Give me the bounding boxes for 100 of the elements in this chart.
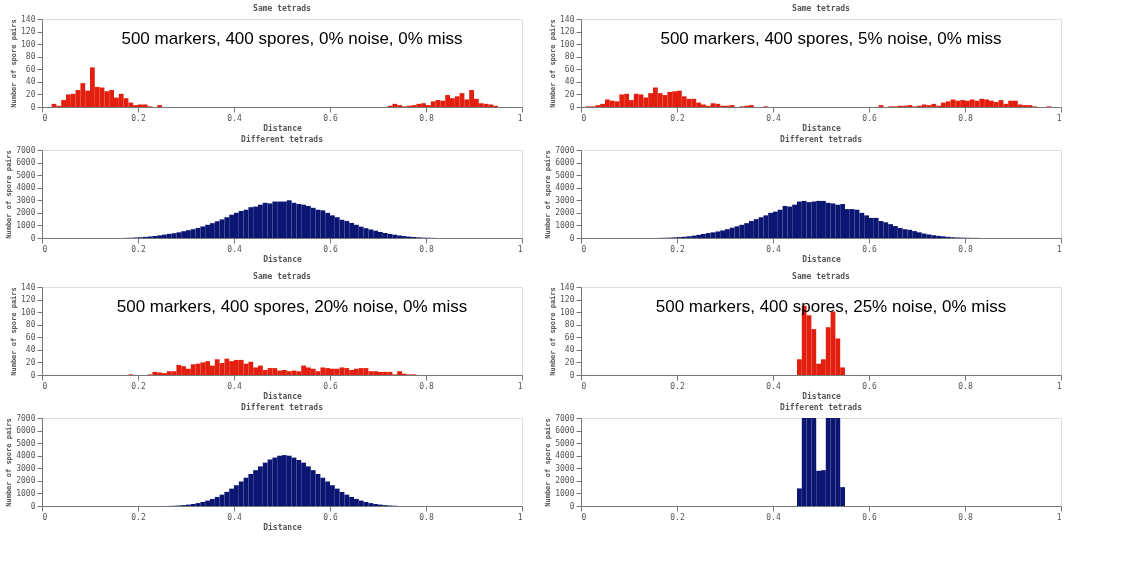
- x-axis-title: Distance: [263, 122, 302, 133]
- y-tick-label: 2000: [16, 208, 36, 218]
- x-tick-label: 0.8: [419, 113, 434, 123]
- annotation: 500 markers, 400 spores, 25% noise, 0% miss: [655, 297, 1007, 316]
- chart-title: Different tetrads: [780, 134, 863, 144]
- y-tick-label: 3000: [555, 463, 575, 473]
- x-tick-label: 0.2: [670, 512, 685, 522]
- x-axis-title: Distance: [263, 390, 302, 401]
- x-axis-title: Distance: [802, 253, 841, 264]
- x-tick-label: 0.6: [862, 113, 877, 123]
- y-tick-label: 5000: [555, 170, 575, 180]
- y-tick-label: 20: [25, 357, 36, 367]
- y-tick-label: 0: [30, 501, 36, 511]
- y-tick-label: 40: [564, 345, 575, 355]
- x-axis-title: Distance: [263, 521, 302, 532]
- y-tick-label: 5000: [16, 170, 36, 180]
- annotation: 500 markers, 400 spores, 20% noise, 0% miss: [116, 297, 468, 316]
- x-tick-label: 0.6: [862, 381, 877, 391]
- x-tick-label: 0.8: [419, 244, 434, 254]
- y-tick-label: 5000: [16, 438, 36, 448]
- x-axis-title: Distance: [263, 253, 302, 264]
- x-tick-label: 1: [517, 512, 523, 522]
- y-tick-label: 6000: [555, 158, 575, 168]
- x-tick-label: 0.4: [227, 113, 242, 123]
- x-tick-label: 0.4: [766, 113, 781, 123]
- x-tick-label: 0.8: [419, 512, 434, 522]
- x-tick-label: 0.6: [323, 381, 338, 391]
- annotation: 500 markers, 400 spores, 5% noise, 0% miss: [660, 29, 1002, 48]
- y-tick-label: 80: [25, 52, 36, 62]
- y-tick-label: 6000: [16, 158, 36, 168]
- y-tick-label: 80: [564, 52, 575, 62]
- y-tick-label: 40: [25, 345, 36, 355]
- y-tick-label: 100: [560, 307, 575, 317]
- y-tick-label: 1000: [16, 220, 36, 230]
- x-tick-label: 1: [517, 244, 523, 254]
- y-tick-label: 0: [30, 102, 36, 112]
- x-tick-label: 0.4: [766, 244, 781, 254]
- y-tick-label: 80: [564, 320, 575, 330]
- x-tick-label: 0.4: [227, 381, 242, 391]
- y-tick-label: 3000: [16, 463, 36, 473]
- y-tick-label: 0: [569, 233, 575, 243]
- y-tick-label: 100: [21, 307, 36, 317]
- x-tick-label: 0: [42, 381, 48, 391]
- y-tick-label: 100: [21, 39, 36, 49]
- x-tick-label: 0: [581, 381, 587, 391]
- y-tick-label: 20: [25, 89, 36, 99]
- x-tick-label: 0.8: [958, 512, 973, 522]
- y-tick-label: 4000: [16, 451, 36, 461]
- x-tick-label: 0: [581, 244, 587, 254]
- y-tick-label: 7000: [555, 413, 575, 423]
- chart-title: Same tetrads: [253, 4, 312, 13]
- y-tick-label: 7000: [555, 145, 575, 155]
- x-tick-label: 0.2: [131, 381, 146, 391]
- x-tick-label: 1: [517, 113, 523, 123]
- y-tick-label: 0: [30, 233, 36, 243]
- x-tick-label: 0.8: [419, 381, 434, 391]
- x-tick-label: 0.6: [323, 113, 338, 123]
- y-tick-label: 6000: [16, 426, 36, 436]
- x-axis-title: Distance: [802, 390, 841, 401]
- y-tick-label: 40: [25, 77, 36, 87]
- x-tick-label: 0.2: [670, 381, 685, 391]
- y-tick-label: 140: [560, 14, 575, 24]
- chart-title: Same tetrads: [792, 4, 851, 13]
- y-tick-label: 120: [560, 27, 575, 37]
- y-tick-label: 140: [560, 282, 575, 292]
- y-tick-label: 0: [569, 501, 575, 511]
- y-tick-label: 4000: [555, 183, 575, 193]
- x-tick-label: 1: [1056, 381, 1062, 391]
- x-tick-label: 0.8: [958, 381, 973, 391]
- x-tick-label: 0.6: [862, 512, 877, 522]
- y-tick-label: 20: [564, 89, 575, 99]
- chart-title: Different tetrads: [241, 134, 324, 144]
- y-tick-label: 6000: [555, 426, 575, 436]
- x-tick-label: 0.4: [227, 512, 242, 522]
- x-tick-label: 0: [581, 113, 587, 123]
- x-tick-label: 0.2: [670, 244, 685, 254]
- y-tick-label: 80: [25, 320, 36, 330]
- x-tick-label: 1: [1056, 512, 1062, 522]
- x-tick-label: 0.6: [862, 244, 877, 254]
- y-tick-label: 120: [21, 27, 36, 37]
- x-tick-label: 0.4: [766, 381, 781, 391]
- y-tick-label: 40: [564, 77, 575, 87]
- y-tick-label: 4000: [555, 451, 575, 461]
- y-tick-label: 3000: [16, 195, 36, 205]
- x-tick-label: 0: [42, 512, 48, 522]
- y-tick-label: 5000: [555, 438, 575, 448]
- y-tick-label: 2000: [16, 476, 36, 486]
- y-tick-label: 140: [21, 282, 36, 292]
- x-tick-label: 0.8: [958, 244, 973, 254]
- chart-title: Same tetrads: [792, 272, 851, 281]
- x-tick-label: 0.6: [323, 244, 338, 254]
- annotation: 500 markers, 400 spores, 0% noise, 0% miss: [121, 29, 463, 48]
- chart-title: Different tetrads: [241, 402, 324, 412]
- y-tick-label: 7000: [16, 145, 36, 155]
- y-tick-label: 20: [564, 357, 575, 367]
- y-tick-label: 1000: [16, 488, 36, 498]
- x-tick-label: 0.2: [131, 113, 146, 123]
- y-tick-label: 140: [21, 14, 36, 24]
- y-tick-label: 1000: [555, 220, 575, 230]
- y-tick-label: 60: [25, 332, 36, 342]
